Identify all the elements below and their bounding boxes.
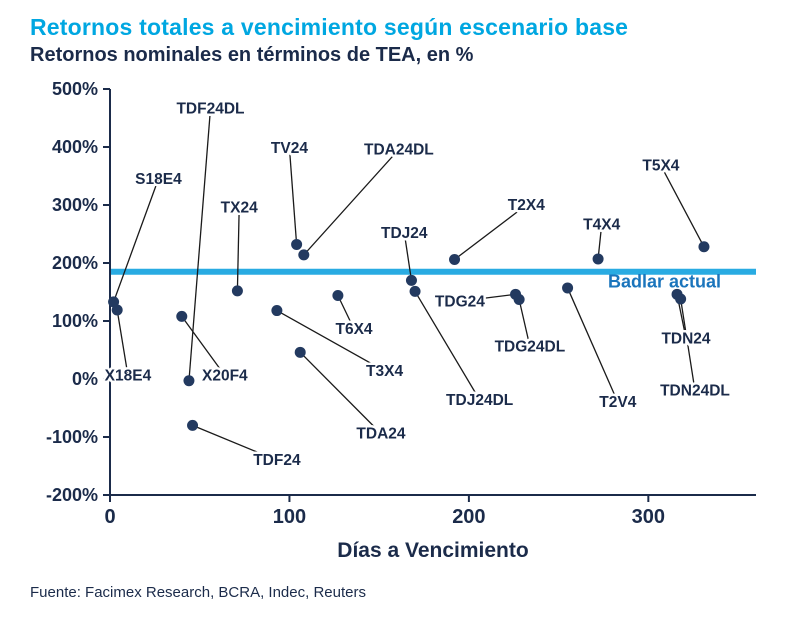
point-TX24 xyxy=(231,285,243,297)
leader-line-X18E4 xyxy=(116,309,129,376)
leader-line-TDG24 xyxy=(459,293,516,302)
leader-line-TDN24DL xyxy=(679,298,696,391)
point-TDJ24 xyxy=(405,274,417,286)
point-TDA24 xyxy=(294,346,306,358)
point-TV24 xyxy=(291,238,303,250)
y-tick-label: -200% xyxy=(46,485,98,505)
point-T3X4 xyxy=(271,305,283,317)
point-TDN24DL xyxy=(675,293,687,305)
point-label-X18E4: X18E4 xyxy=(105,368,152,385)
point-label-T2V4: T2V4 xyxy=(599,394,636,411)
leader-line-TDA24DL xyxy=(303,148,400,256)
scatter-chart: 500% 400% 300% 200% 100% 0% -100% -200% 0 100 200 3… xyxy=(46,79,756,562)
point-label-T5X4: T5X4 xyxy=(642,158,679,175)
point-label-TX24: TX24 xyxy=(221,199,258,216)
point-T4X4 xyxy=(592,253,604,265)
point-T2V4 xyxy=(562,282,574,294)
x-tick-label: 0 xyxy=(104,506,115,528)
point-label-TDJ24: TDJ24 xyxy=(381,225,428,242)
x-tick-label: 200 xyxy=(452,506,485,528)
point-label-TDA24DL: TDA24DL xyxy=(364,141,434,158)
x-tick-label: 100 xyxy=(273,506,306,528)
point-X18E4 xyxy=(111,304,123,316)
leader-line-TDJ24DL xyxy=(414,291,481,401)
y-tick-label: 0% xyxy=(72,369,98,389)
point-label-T2X4: T2X4 xyxy=(508,197,545,214)
point-T5X4 xyxy=(698,241,710,253)
leader-line-TV24 xyxy=(288,148,298,245)
chart-header: Retornos totales a vencimiento según esc… xyxy=(14,14,786,67)
leader-line-T5X4 xyxy=(660,165,705,248)
leader-line-TDF24DL xyxy=(188,108,212,381)
point-label-T4X4: T4X4 xyxy=(583,217,620,234)
point-TDA24DL xyxy=(298,249,310,261)
point-TDJ24DL xyxy=(409,285,421,297)
point-label-TDN24DL: TDN24DL xyxy=(660,383,730,400)
point-label-TDG24: TDG24 xyxy=(435,293,485,310)
leader-line-T3X4 xyxy=(276,309,385,372)
point-label-TDG24DL: TDG24DL xyxy=(495,339,566,356)
x-axis-title: Días a Vencimiento xyxy=(337,539,528,562)
y-tick-label: -100% xyxy=(46,427,98,447)
y-tick-label: 300% xyxy=(52,195,98,215)
point-label-T3X4: T3X4 xyxy=(366,363,403,380)
point-TDF24 xyxy=(187,419,199,431)
point-T2X4 xyxy=(449,254,461,266)
leader-line-TDG24DL xyxy=(518,299,531,347)
point-label-TDA24: TDA24 xyxy=(356,426,405,443)
leader-line-S18E4 xyxy=(112,178,160,303)
point-label-TDN24: TDN24 xyxy=(661,330,710,347)
leader-line-T2V4 xyxy=(566,287,619,403)
leader-line-TX24 xyxy=(236,207,240,291)
badlar-label: Badlar actual xyxy=(608,272,721,292)
leader-line-T2X4 xyxy=(454,204,527,261)
leader-line-X20F4 xyxy=(181,315,226,376)
source-note: Fuente: Facimex Research, BCRA, Indec, R… xyxy=(30,584,366,601)
point-label-TV24: TV24 xyxy=(271,140,308,157)
point-label-TDF24DL: TDF24DL xyxy=(176,101,244,118)
point-label-T6X4: T6X4 xyxy=(336,321,373,338)
point-label-TDF24: TDF24 xyxy=(253,452,301,469)
point-label-S18E4: S18E4 xyxy=(135,171,182,188)
x-tick-label: 300 xyxy=(632,506,665,528)
point-X20F4 xyxy=(176,310,188,322)
point-label-TDJ24DL: TDJ24DL xyxy=(446,392,513,409)
leader-line-TDJ24 xyxy=(403,232,413,281)
y-tick-label: 100% xyxy=(52,311,98,331)
leader-line-TDA24 xyxy=(299,351,382,434)
leader-line-T4X4 xyxy=(597,224,603,260)
y-tick-label: 200% xyxy=(52,253,98,273)
point-label-X20F4: X20F4 xyxy=(202,368,248,385)
chart-subtitle: Retornos nominales en términos de TEA, e… xyxy=(30,44,474,66)
y-tick-label: 400% xyxy=(52,137,98,157)
point-T6X4 xyxy=(332,289,344,301)
point-TDF24DL xyxy=(183,375,195,387)
leader-line-TDF24 xyxy=(192,424,278,461)
leader-line-T6X4 xyxy=(337,295,355,330)
chart-title: Retornos totales a vencimiento según esc… xyxy=(30,14,629,40)
point-TDG24DL xyxy=(513,294,525,306)
y-tick-label: 500% xyxy=(52,79,98,99)
